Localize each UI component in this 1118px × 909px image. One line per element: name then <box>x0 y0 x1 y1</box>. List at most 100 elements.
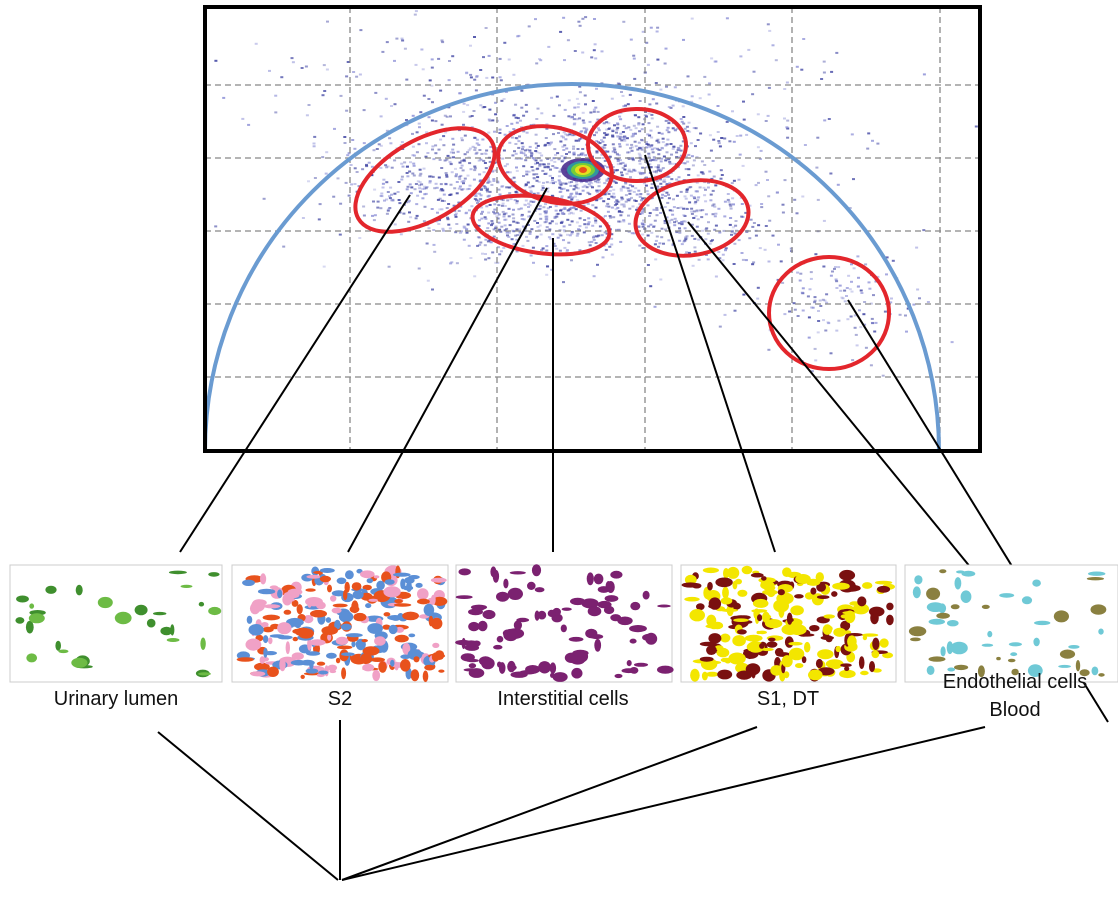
scatter-point <box>449 262 453 265</box>
panel-blob <box>360 653 372 665</box>
scatter-point <box>391 198 395 201</box>
scatter-point <box>536 161 539 164</box>
scatter-point <box>528 151 532 154</box>
scatter-point <box>514 152 518 155</box>
scatter-point <box>667 131 671 134</box>
scatter-point <box>460 230 463 233</box>
panel-blob <box>928 618 945 625</box>
scatter-point <box>776 191 779 194</box>
scatter-point <box>536 176 540 179</box>
scatter-point <box>723 200 727 203</box>
scatter-point <box>362 109 366 112</box>
panel-blob <box>260 573 267 585</box>
scatter-point <box>686 75 690 78</box>
panel-blob <box>720 597 733 605</box>
scatter-point <box>482 159 486 162</box>
scatter-point <box>582 204 586 207</box>
scatter-point <box>639 193 643 195</box>
scatter-point <box>566 189 570 192</box>
scatter-point <box>840 296 844 299</box>
scatter-point <box>605 179 609 182</box>
scatter-point <box>424 187 428 190</box>
scatter-point <box>695 225 699 228</box>
scatter-point <box>786 119 790 122</box>
scatter-point <box>748 237 752 240</box>
scatter-point <box>550 159 554 162</box>
scatter-point <box>916 288 920 291</box>
scatter-point <box>733 309 737 312</box>
scatter-point <box>514 116 518 119</box>
scatter-point <box>487 54 491 57</box>
scatter-point <box>222 96 226 99</box>
scatter-point <box>465 71 469 74</box>
panel-blob <box>291 599 299 607</box>
scatter-point <box>665 129 669 132</box>
scatter-point <box>685 191 689 193</box>
panel-blob <box>417 598 430 605</box>
scatter-point <box>520 214 524 217</box>
scatter-point <box>630 149 634 152</box>
scatter-point <box>699 209 703 212</box>
scatter-point <box>813 299 817 302</box>
scatter-point <box>414 63 418 66</box>
scatter-point <box>544 212 548 215</box>
scatter-point <box>490 220 494 222</box>
scatter-point <box>491 251 495 254</box>
scatter-point <box>820 78 824 80</box>
scatter-point <box>712 203 716 206</box>
scatter-point <box>456 150 460 153</box>
scatter-point <box>418 181 422 184</box>
scatter-point <box>703 75 707 78</box>
scatter-point <box>582 127 586 130</box>
scatter-point <box>553 215 557 218</box>
scatter-point <box>490 183 494 186</box>
scatter-point <box>606 133 610 136</box>
scatter-point <box>573 50 577 52</box>
scatter-point <box>551 233 555 236</box>
panel-blob <box>468 621 480 632</box>
panel-blob <box>1008 642 1023 647</box>
scatter-point <box>422 94 426 97</box>
scatter-point <box>512 128 516 131</box>
scatter-point <box>608 189 612 192</box>
scatter-point <box>474 152 478 155</box>
scatter-point <box>373 214 377 217</box>
scatter-point <box>484 153 488 155</box>
scatter-point <box>487 180 491 183</box>
scatter-point <box>566 233 569 236</box>
scatter-point <box>657 149 661 151</box>
panel-blob <box>751 666 756 679</box>
scatter-point <box>214 59 218 62</box>
scatter-point <box>622 203 626 206</box>
scatter-point <box>543 166 547 169</box>
panel-blob <box>1088 571 1106 576</box>
scatter-point <box>611 180 615 183</box>
scatter-point <box>577 20 581 23</box>
scatter-point <box>583 223 587 226</box>
scatter-point <box>718 325 722 328</box>
scatter-point <box>718 145 722 148</box>
scatter-point <box>553 245 557 247</box>
scatter-point <box>682 207 686 210</box>
scatter-point <box>675 178 679 181</box>
scatter-point <box>838 284 842 287</box>
scatter-point <box>535 173 539 176</box>
scatter-point <box>684 155 688 158</box>
scatter-point <box>507 215 511 218</box>
scatter-point <box>457 187 461 190</box>
scatter-point <box>650 144 654 147</box>
scatter-point <box>583 219 587 221</box>
panel-blob <box>291 652 304 660</box>
panel-blob <box>752 598 769 608</box>
panel-blob <box>1034 620 1051 626</box>
scatter-point <box>563 206 567 209</box>
scatter-point <box>596 118 600 121</box>
scatter-point <box>520 89 524 92</box>
scatter-point <box>430 58 434 61</box>
scatter-point <box>486 187 489 190</box>
scatter-point <box>558 249 562 252</box>
scatter-point <box>567 99 571 102</box>
panel-blob <box>750 572 764 578</box>
panel-blob <box>757 614 763 622</box>
scatter-point <box>728 203 732 206</box>
